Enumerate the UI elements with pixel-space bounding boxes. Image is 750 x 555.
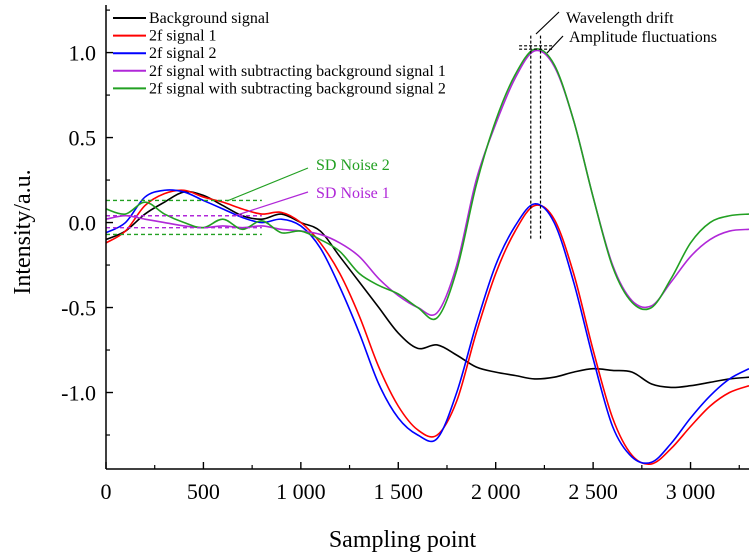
- annot-amplitude-fluctuations: Amplitude fluctuations: [569, 29, 717, 46]
- annot-leader-sd-noise-1: [233, 191, 309, 217]
- x-tick-label-3: 1 000: [276, 479, 326, 504]
- legend-label-1: Background signal: [149, 10, 270, 27]
- series-line-1: [106, 190, 749, 389]
- legend-label-2: 2f signal 1: [149, 28, 217, 45]
- legend-label-4: 2f signal with subtracting background si…: [149, 63, 446, 80]
- x-tick-label-5: 2 000: [471, 479, 521, 504]
- peak-markers-group: [519, 35, 553, 240]
- y-tick-label-2: 0.5: [69, 126, 97, 151]
- x-tick-label-7: 3 000: [666, 479, 716, 504]
- annot-leader-wavelength-drift: [535, 11, 560, 35]
- annot-sd-noise-2: SD Noise 2: [316, 157, 390, 174]
- y-tick-label-3: 0.0: [69, 211, 97, 236]
- legend-label-3: 2f signal 2: [149, 45, 217, 62]
- annot-leader-amplitude-fluctuations: [546, 35, 564, 54]
- x-tick-label-6: 2 500: [568, 479, 618, 504]
- series-line-5: [106, 48, 749, 321]
- legend-label-5: 2f signal with subtracting background si…: [149, 80, 446, 97]
- x-tick-label-1: 0: [101, 479, 112, 504]
- annotations-group: Wavelength drift Amplitude fluctuations SD…: [226, 10, 717, 217]
- series-line-2: [106, 189, 749, 465]
- x-axis-label: Sampling point: [329, 527, 477, 553]
- y-tick-label-1: 1.0: [69, 41, 97, 66]
- y-tick-label-4: -0.5: [61, 296, 96, 321]
- series-line-4: [106, 49, 749, 317]
- annot-wavelength-drift: Wavelength drift: [566, 10, 674, 27]
- series-line-3: [106, 189, 749, 464]
- y-axis-label: Intensity/a.u.: [10, 169, 36, 294]
- series-group: [106, 48, 749, 465]
- x-tick-label-4: 1 500: [374, 479, 424, 504]
- annot-sd-noise-1: SD Noise 1: [316, 185, 390, 202]
- axes-group: 0 500 1 000 1 500 2 000 2 500 3 000 1.0 0.5 0.0 -0…: [10, 5, 749, 553]
- x-tick-label-2: 500: [187, 479, 220, 504]
- y-tick-label-5: -1.0: [61, 381, 96, 406]
- annot-leader-sd-noise-2: [226, 167, 309, 202]
